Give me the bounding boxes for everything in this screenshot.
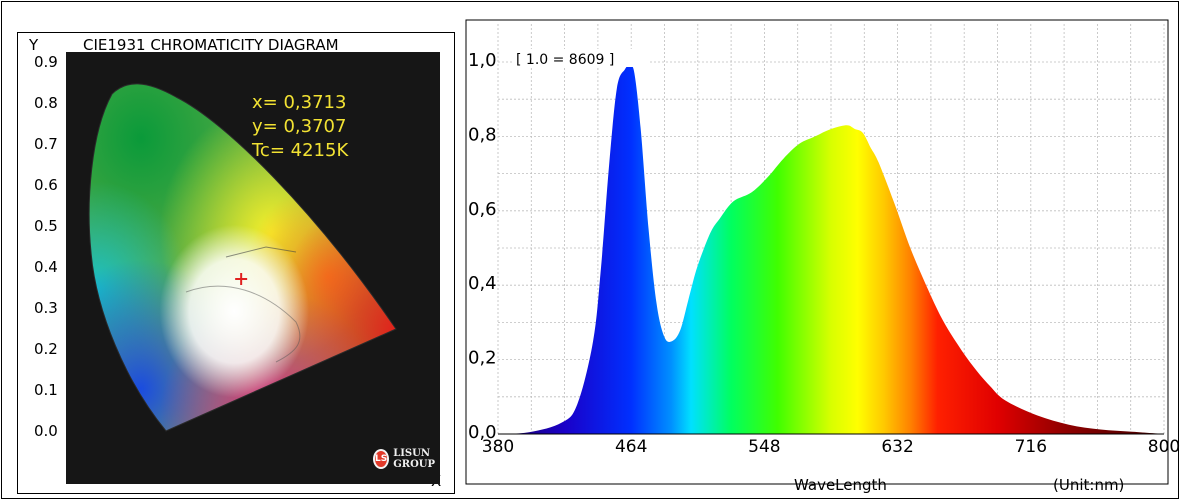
cie-y-tick-label: 0.1 xyxy=(34,381,58,399)
spd-y-tick-label: 1,0 xyxy=(468,50,497,71)
spd-x-tick-label: 548 xyxy=(748,437,780,457)
spd-scale-note: [ 1.0 = 8609 ] xyxy=(516,52,614,68)
spd-x-tick-label: 716 xyxy=(1015,437,1047,457)
cie-y-tick-label: 0.8 xyxy=(34,94,58,112)
spd-x-axis-label: WaveLength xyxy=(794,476,887,494)
cie-diagram: x= 0,3713 y= 0,3707 Tc= 4215K LS LISUN G… xyxy=(66,52,440,484)
spd-x-tick-label: 800 xyxy=(1148,437,1180,457)
lisun-logo-icon: LS xyxy=(373,449,390,469)
chromaticity-point-marker xyxy=(235,273,248,286)
cie-readout-y: y= 0,3707 xyxy=(252,116,347,137)
spd-x-tick-labels: 380 464 548 632 716 800 xyxy=(482,437,1180,457)
spd-panel-border xyxy=(465,19,1169,485)
spd-y-tick-label: 0,6 xyxy=(468,199,497,220)
cie-y-tick-label: 0.3 xyxy=(34,299,58,317)
spd-y-tick-label: 0,8 xyxy=(468,124,497,145)
spd-y-tick-label: 0,2 xyxy=(468,348,497,369)
cie-y-tick-label: 0.7 xyxy=(34,135,58,153)
cie-y-tick-label: 0.6 xyxy=(34,176,58,194)
spd-unit-label: (Unit:nm) xyxy=(1053,476,1124,494)
cie-y-tick-label: 0.5 xyxy=(34,217,58,235)
spd-x-tick-label: 632 xyxy=(881,437,913,457)
cie-y-tick-label: 0.4 xyxy=(34,258,58,276)
cie-y-tick-label: 0.0 xyxy=(34,422,58,440)
cie-panel xyxy=(17,32,455,494)
cie-readout-tc: Tc= 4215K xyxy=(252,140,349,161)
cie-locus-outline xyxy=(88,83,397,432)
cie-y-axis-label: Y xyxy=(29,36,39,54)
spd-x-tick-label: 380 xyxy=(482,437,514,457)
lisun-logo-text: LISUN GROUP xyxy=(393,448,436,470)
cie-readout-x: x= 0,3713 xyxy=(252,92,347,113)
spd-y-tick-label: 0,0 xyxy=(468,422,497,443)
cie-y-tick-label: 0.9 xyxy=(34,53,58,71)
scale-note-bg xyxy=(512,49,650,67)
spd-area xyxy=(498,65,1164,434)
cie-y-tick-label: 0.2 xyxy=(34,340,58,358)
cie-title: CIE1931 CHROMATICITY DIAGRAM xyxy=(83,36,339,54)
lisun-logo: LS LISUN GROUP xyxy=(373,448,440,470)
cie-svg xyxy=(88,83,397,432)
spd-y-tick-labels: 0,0 0,2 0,4 0,6 0,8 1,0 xyxy=(468,50,497,443)
spd-y-tick-label: 0,4 xyxy=(468,273,497,294)
spd-x-tick-label: 464 xyxy=(615,437,647,457)
